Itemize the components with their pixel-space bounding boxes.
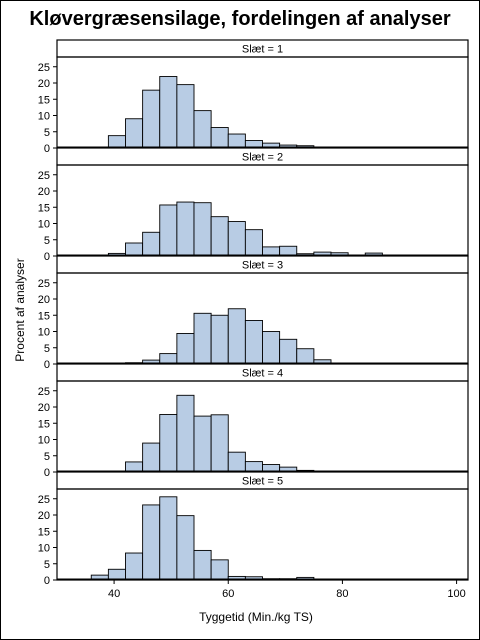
chart-title: Kløvergræsensilage, fordelingen af analy…: [29, 8, 451, 30]
y-tick-label: 20: [38, 186, 50, 198]
y-tick-label: 25: [38, 386, 50, 398]
y-tick-label: 0: [44, 467, 50, 479]
histogram-bar: [125, 242, 144, 257]
histogram-bar: [142, 504, 161, 581]
y-tick-label: 0: [44, 251, 50, 263]
histogram-bar: [210, 414, 229, 473]
histogram-bar: [262, 331, 281, 365]
panel-strip-label: Slæt = 3: [242, 260, 283, 272]
y-tick-label: 20: [38, 78, 50, 90]
histogram-bar: [193, 549, 212, 581]
y-tick-label: 5: [44, 235, 50, 247]
histogram-bar: [107, 135, 126, 149]
y-tick-label: 25: [38, 170, 50, 182]
y-tick-label: 25: [38, 62, 50, 74]
histogram-bar: [125, 552, 144, 581]
y-tick-label: 25: [38, 494, 50, 506]
y-tick-label: 20: [38, 402, 50, 414]
histogram-bar: [227, 308, 246, 365]
y-tick-label: 15: [38, 418, 50, 430]
histogram-bar: [159, 353, 178, 365]
histogram-bar: [159, 414, 178, 473]
histogram-bar: [193, 202, 212, 257]
x-tick-label: 80: [336, 588, 348, 600]
histogram-bar: [279, 338, 298, 365]
histogram-bar: [227, 133, 246, 149]
histogram-bar: [244, 229, 263, 257]
x-tick-label: 100: [447, 588, 465, 600]
panel-2: Slæt = 2 0 5 10 15 20 25: [38, 147, 469, 263]
x-tick-label: 60: [222, 588, 234, 600]
histogram-bar: [244, 320, 263, 365]
y-tick-label: 15: [38, 526, 50, 538]
panel-4: Slæt = 4 0 5 10 15 20 25: [38, 363, 469, 479]
panel-strip-label: Slæt = 5: [242, 476, 283, 488]
histogram-bar: [210, 216, 229, 257]
histogram-bar: [176, 201, 195, 257]
histogram-bar: [125, 118, 144, 149]
panel-strip-label: Slæt = 4: [242, 368, 283, 380]
y-tick-label: 5: [44, 451, 50, 463]
histogram-bar: [107, 568, 126, 581]
histogram-bar: [210, 314, 229, 365]
histogram-bar: [142, 89, 161, 149]
y-tick-label: 15: [38, 94, 50, 106]
histogram-bar: [227, 451, 246, 473]
y-tick-label: 10: [38, 327, 50, 339]
panel-1: Slæt = 1 0 5 10 15 20 25: [38, 39, 469, 155]
panel-5: Slæt = 5 0 5 10 15 20 25: [38, 471, 469, 587]
histogram-bar: [296, 348, 315, 365]
y-tick-label: 20: [38, 294, 50, 306]
panel-3: Slæt = 3 0 5 10 15 20 25: [38, 255, 469, 371]
histogram-bar: [159, 496, 178, 581]
histogram-bar: [159, 204, 178, 257]
y-tick-label: 15: [38, 310, 50, 322]
y-tick-label: 10: [38, 435, 50, 447]
histogram-bar: [176, 84, 195, 149]
histogram-bar: [210, 559, 229, 581]
panel-plot-area: [56, 488, 469, 581]
y-tick-label: 10: [38, 543, 50, 555]
y-tick-label: 0: [44, 575, 50, 587]
histogram-bar: [142, 442, 161, 473]
y-tick-label: 0: [44, 143, 50, 155]
y-tick-label: 10: [38, 111, 50, 123]
histogram-bar: [176, 394, 195, 473]
histogram-bar: [244, 461, 263, 473]
histogram-bar: [193, 110, 212, 149]
histogram-bar: [193, 415, 212, 473]
histogram-bar: [142, 231, 161, 257]
panel-plot-area: [56, 56, 469, 149]
panel-plot-area: [56, 380, 469, 473]
y-tick-label: 0: [44, 359, 50, 371]
histogram-bar: [159, 76, 178, 149]
y-tick-label: 15: [38, 202, 50, 214]
x-tick-label: 40: [108, 588, 120, 600]
panel-strip-label: Slæt = 2: [242, 152, 283, 164]
histogram-bar: [210, 127, 229, 149]
y-tick-label: 10: [38, 219, 50, 231]
x-axis-label: Tyggetid (Min./kg TS): [199, 610, 313, 624]
y-tick-label: 5: [44, 127, 50, 139]
histogram-bar: [176, 515, 195, 581]
y-tick-label: 5: [44, 343, 50, 355]
y-tick-label: 20: [38, 510, 50, 522]
histogram-bar: [193, 312, 212, 365]
panel-strip-label: Slæt = 1: [242, 44, 283, 56]
histogram-bar: [176, 333, 195, 365]
y-tick-label: 25: [38, 278, 50, 290]
histogram-bar: [125, 461, 144, 473]
y-tick-label: 5: [44, 559, 50, 571]
histogram-bar: [227, 221, 246, 257]
